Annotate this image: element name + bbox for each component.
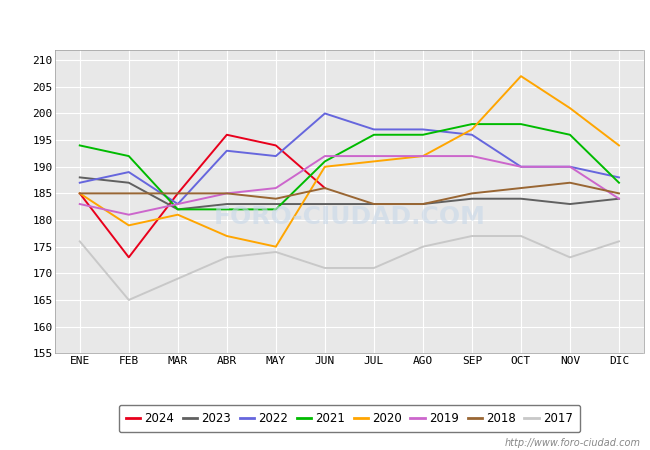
Text: http://www.foro-ciudad.com: http://www.foro-ciudad.com [504,438,640,448]
Legend: 2024, 2023, 2022, 2021, 2020, 2019, 2018, 2017: 2024, 2023, 2022, 2021, 2020, 2019, 2018… [118,405,580,432]
Text: FORO-CIUDAD.COM: FORO-CIUDAD.COM [213,205,486,229]
Text: Afiliados en Miranda de Azán a 31/5/2024: Afiliados en Miranda de Azán a 31/5/2024 [136,14,514,33]
